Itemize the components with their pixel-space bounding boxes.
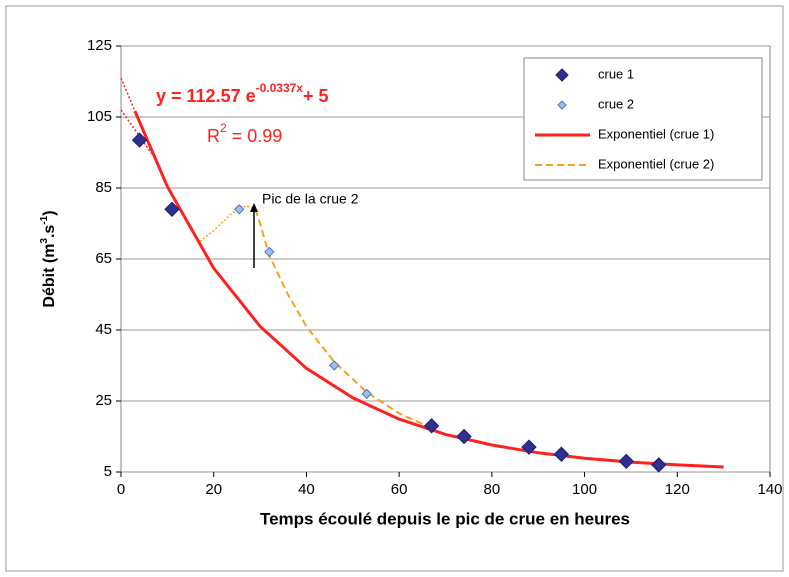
x-tick-label: 0 bbox=[117, 481, 125, 498]
arrow-head bbox=[250, 203, 258, 212]
trend-line bbox=[254, 208, 428, 427]
point bbox=[553, 446, 570, 462]
legend-symbol bbox=[555, 68, 569, 82]
point bbox=[456, 428, 472, 445]
yl-b: 3 bbox=[39, 238, 50, 244]
annotation: Pic de la crue 2 bbox=[262, 191, 359, 207]
trend-extension bbox=[120, 109, 155, 157]
y-axis-label: Débit (m3.s-1) bbox=[39, 210, 59, 307]
point bbox=[521, 439, 537, 455]
yl-c: .s bbox=[41, 225, 58, 238]
r2-c: = 0.99 bbox=[227, 126, 283, 146]
legend-symbol bbox=[557, 100, 567, 110]
x-tick-label: 140 bbox=[757, 481, 782, 498]
r2-a: R bbox=[207, 126, 220, 146]
y-tick-label: 5 bbox=[104, 463, 112, 480]
y-tick-label: 25 bbox=[95, 392, 112, 409]
eq-b: -0.0337x bbox=[256, 81, 304, 95]
equation: y = 112.57 e-0.0337x+ 5 bbox=[156, 81, 329, 106]
x-tick-label: 40 bbox=[298, 481, 315, 498]
yl-d: -1 bbox=[39, 215, 50, 224]
point bbox=[131, 132, 148, 148]
x-tick-label: 80 bbox=[484, 481, 501, 498]
eq-a: y = 112.57 e bbox=[156, 86, 256, 106]
point bbox=[329, 360, 340, 371]
point bbox=[651, 457, 667, 473]
y-tick-label: 125 bbox=[87, 37, 112, 54]
point bbox=[164, 201, 180, 218]
x-tick-label: 100 bbox=[572, 481, 597, 498]
r2: R2 = 0.99 bbox=[207, 121, 282, 146]
x-tick-label: 60 bbox=[391, 481, 408, 498]
r2-b: 2 bbox=[220, 121, 227, 135]
legend-label: crue 1 bbox=[598, 66, 634, 81]
x-tick-label: 120 bbox=[665, 481, 690, 498]
point bbox=[361, 388, 372, 400]
legend-label: Exponentiel (crue 1) bbox=[598, 126, 714, 141]
y-tick-label: 85 bbox=[95, 179, 112, 196]
legend-box bbox=[523, 57, 763, 181]
point bbox=[264, 246, 275, 258]
point bbox=[423, 418, 440, 434]
x-tick-label: 20 bbox=[205, 481, 222, 498]
eq-c: + 5 bbox=[303, 86, 329, 106]
yl-a: Débit (m bbox=[41, 244, 58, 308]
legend-label: Exponentiel (crue 2) bbox=[598, 156, 714, 171]
legend-label: crue 2 bbox=[598, 96, 634, 111]
x-axis-label: Temps écoulé depuis le pic de crue en he… bbox=[260, 509, 630, 528]
yl-e: ) bbox=[41, 210, 58, 215]
y-tick-label: 45 bbox=[95, 321, 112, 338]
y-tick-label: 65 bbox=[95, 250, 112, 267]
y-tick-label: 105 bbox=[87, 108, 112, 125]
point bbox=[618, 453, 635, 470]
point bbox=[234, 204, 245, 215]
trend-extension bbox=[120, 77, 136, 112]
